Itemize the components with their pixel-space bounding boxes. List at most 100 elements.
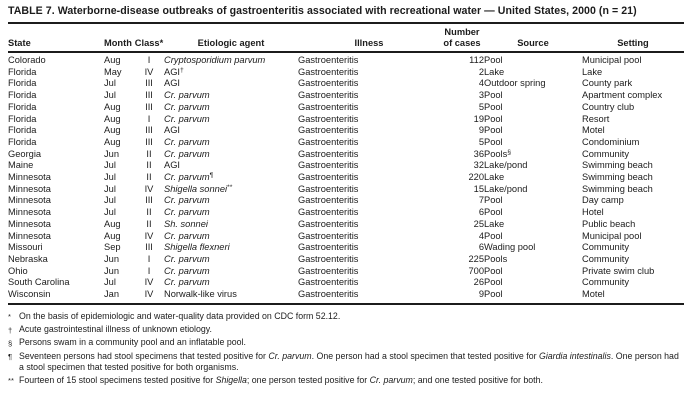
cell-class: III — [145, 195, 153, 206]
cell-state: Ohio — [8, 265, 28, 276]
cell-state: Florida — [8, 125, 37, 136]
cell-class: III — [145, 101, 153, 112]
cell-month: Jan — [104, 289, 119, 300]
cell-source: Pool — [484, 195, 503, 206]
cell-source: Outdoor spring — [484, 78, 546, 89]
cell-month: Jul — [104, 207, 116, 218]
footnote-text: Seventeen persons had stool specimens th… — [19, 350, 679, 372]
cell-agent: AGI — [164, 78, 181, 89]
column-header-number-of-cases: Number of cases — [440, 24, 484, 53]
footnote-text: Acute gastrointestinal illness of unknow… — [19, 324, 212, 335]
table-header-row: State Month Class* Etiologic agent Illne… — [8, 24, 684, 53]
cell-class: I — [147, 113, 151, 124]
cell-cases: 36 — [473, 148, 484, 159]
cell-agent: Cr. parvum¶ — [164, 172, 214, 183]
cell-illness: Gastroenteritis — [298, 90, 359, 101]
table-row: Florida Aug III AGI Gastroenteritis 9 Pool Mote… — [8, 125, 684, 137]
cell-cases: 26 — [473, 277, 484, 288]
cell-setting: Public beach — [582, 218, 636, 229]
cell-class: III — [145, 125, 153, 136]
cell-class: II — [146, 172, 152, 183]
footnotes: * On the basis of epidemiologic and water… — [8, 305, 684, 387]
cell-class: IV — [144, 277, 154, 288]
cell-illness: Gastroenteritis — [298, 136, 359, 147]
cell-illness: Gastroenteritis — [298, 242, 359, 253]
cell-cases: 15 — [473, 183, 484, 194]
cell-cases: 32 — [473, 160, 484, 171]
cell-illness: Gastroenteritis — [298, 148, 359, 159]
cell-source: Lake — [484, 66, 505, 77]
cell-class: I — [147, 55, 151, 65]
cell-state: Florida — [8, 90, 37, 101]
column-header-illness: Illness — [298, 24, 440, 53]
table-row: Florida May IV AGI† Gastroenteritis 2 Lake Lake — [8, 67, 684, 79]
cell-source: Pool — [484, 265, 503, 276]
cell-illness: Gastroenteritis — [298, 207, 359, 218]
cell-illness: Gastroenteritis — [298, 277, 359, 288]
table-row: Ohio Jun I Cr. parvum Gastroenteritis 700 Pool… — [8, 266, 684, 278]
table-row: Missouri Sep III Shigella flexneri Gastroent… — [8, 242, 684, 254]
cell-cases: 25 — [473, 218, 484, 229]
footnote-text: Fourteen of 15 stool specimens tested po… — [19, 374, 543, 385]
cell-cases: 700 — [468, 265, 484, 276]
cell-agent: Sh. sonnei — [164, 218, 208, 229]
cell-state: Missouri — [8, 242, 43, 253]
cell-agent: Cr. parvum — [164, 195, 210, 206]
cell-illness: Gastroenteritis — [298, 265, 359, 276]
cell-agent: Cr. parvum — [164, 113, 210, 124]
cell-setting: Municipal pool — [582, 55, 642, 65]
column-header-state: State — [8, 24, 104, 53]
cell-month: Jul — [104, 160, 116, 171]
cell-state: Nebraska — [8, 253, 48, 264]
table-row: Minnesota Jul II Cr. parvum¶ Gastroenteritis… — [8, 172, 684, 184]
cell-cases: 19 — [473, 113, 484, 124]
cell-month: Jul — [104, 172, 116, 183]
cell-class: III — [145, 90, 153, 101]
cell-agent: Cryptosporidium parvum — [164, 55, 266, 65]
cell-class: I — [147, 265, 151, 276]
footnote-symbol: ** — [8, 376, 14, 386]
cell-agent: Cr. parvum — [164, 265, 210, 276]
cell-class: III — [145, 78, 153, 89]
cell-illness: Gastroenteritis — [298, 160, 359, 171]
cell-state: Colorado — [8, 55, 46, 65]
column-header-class: Class* — [134, 24, 164, 53]
cell-setting: Hotel — [582, 207, 604, 218]
cell-state: Florida — [8, 113, 37, 124]
cell-setting: Community — [582, 242, 630, 253]
cell-month: Jul — [104, 195, 116, 206]
cell-illness: Gastroenteritis — [298, 101, 359, 112]
cell-class: IV — [144, 230, 154, 241]
cell-cases: 3 — [478, 90, 484, 101]
cell-source: Pool — [484, 90, 503, 101]
cell-source: Pool — [484, 125, 503, 136]
cell-setting: Community — [582, 253, 630, 264]
cell-setting: Motel — [582, 289, 605, 300]
cell-state: Florida — [8, 78, 37, 89]
cell-source: Pool — [484, 101, 503, 112]
footnote: * On the basis of epidemiologic and water… — [8, 311, 684, 323]
cell-agent: Cr. parvum — [164, 207, 210, 218]
footnote-symbol: ¶ — [8, 352, 13, 362]
cell-month: Sep — [104, 242, 121, 253]
cell-state: Minnesota — [8, 172, 51, 183]
cell-setting: Lake — [582, 66, 603, 77]
cell-illness: Gastroenteritis — [298, 230, 359, 241]
table-row: Georgia Jun II Cr. parvum Gastroenteritis 36 P… — [8, 149, 684, 161]
cell-class: II — [146, 148, 152, 159]
cell-cases: 9 — [478, 289, 484, 300]
table-row: Minnesota Jul III Cr. parvum Gastroenteritis… — [8, 195, 684, 207]
cell-state: Minnesota — [8, 207, 51, 218]
cell-month: Aug — [104, 136, 121, 147]
document-page: TABLE 7. Waterborne-disease outbreaks of… — [8, 5, 684, 387]
table-row: Florida Jul III Cr. parvum Gastroenteritis 3 P… — [8, 90, 684, 102]
cell-state: Wisconsin — [8, 289, 51, 300]
cell-agent: Cr. parvum — [164, 136, 210, 147]
cell-illness: Gastroenteritis — [298, 172, 359, 183]
cell-month: Jul — [104, 90, 116, 101]
cell-cases: 112 — [469, 55, 484, 65]
footnote-text: On the basis of epidemiologic and water-… — [19, 310, 341, 321]
cell-agent: Cr. parvum — [164, 101, 210, 112]
cell-cases: 6 — [478, 242, 484, 253]
cell-source: Lake/pond — [484, 183, 528, 194]
